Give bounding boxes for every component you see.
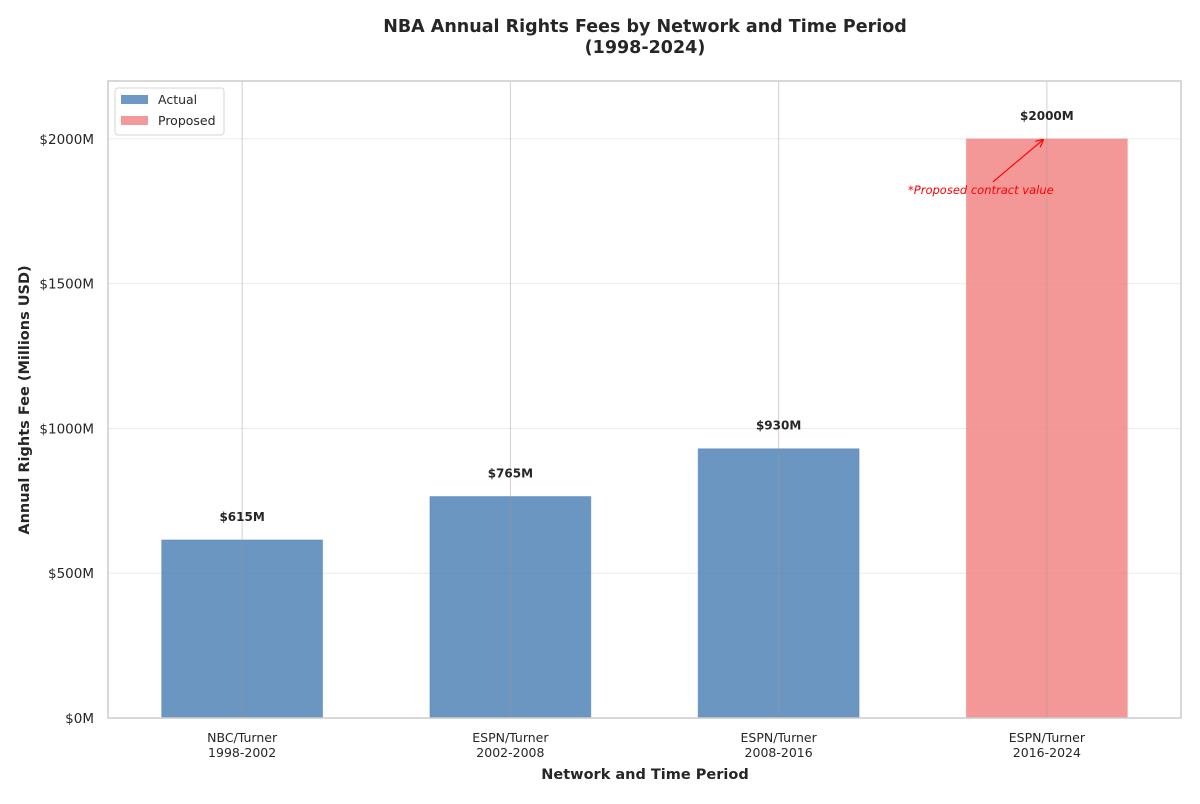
annotation-text: *Proposed contract value: [908, 183, 1054, 197]
x-tick-label: NBC/Turner 1998-2002: [207, 730, 278, 760]
x-tick-label: ESPN/Turner 2002-2008: [472, 730, 549, 760]
legend-swatch-actual: [121, 95, 148, 104]
y-tick-label: $2000M: [39, 132, 94, 148]
x-grid: [241, 81, 1048, 718]
y-tick-label: $1500M: [39, 277, 94, 293]
y-tick-label: $0M: [65, 711, 94, 727]
bar-value-label: $2000M: [1020, 109, 1074, 123]
bar-actual: [429, 495, 592, 719]
legend-label-proposed: Proposed: [158, 113, 216, 128]
y-tick-label: $1000M: [39, 421, 94, 437]
annotation: *Proposed contract value: [908, 140, 1054, 197]
bar-value-label: $765M: [488, 466, 533, 480]
chart-subtitle: (1998-2024): [585, 38, 706, 58]
legend: Actual Proposed: [114, 87, 225, 136]
annotation-arrow: [992, 140, 1043, 183]
legend-label-actual: Actual: [158, 92, 197, 107]
legend-swatch-proposed: [121, 116, 148, 125]
bar-value-label: $615M: [219, 510, 264, 524]
x-tick-label: ESPN/Turner 2016-2024: [1009, 730, 1086, 760]
bar-proposed: [965, 138, 1128, 719]
x-tick-label: ESPN/Turner 2008-2016: [740, 730, 817, 760]
chart-title: NBA Annual Rights Fees by Network and Ti…: [383, 17, 907, 37]
y-tick-label: $500M: [48, 566, 94, 582]
bar-actual: [161, 539, 324, 719]
x-axis-label: Network and Time Period: [541, 767, 748, 783]
x-axis-ticks: NBC/Turner 1998-2002 ESPN/Turner 2002-2008 E…: [207, 730, 1086, 760]
bar-value-label: $930M: [756, 419, 801, 433]
bar-actual: [697, 448, 860, 719]
plot-frame: [107, 80, 1182, 719]
bars: [161, 138, 1128, 719]
bar-value-labels: $615M $765M $930M $2000M: [219, 109, 1073, 524]
y-axis-label: Annual Rights Fee (Millions USD): [17, 265, 33, 534]
y-axis-ticks: $0M $500M $1000M $1500M $2000M: [39, 132, 94, 727]
